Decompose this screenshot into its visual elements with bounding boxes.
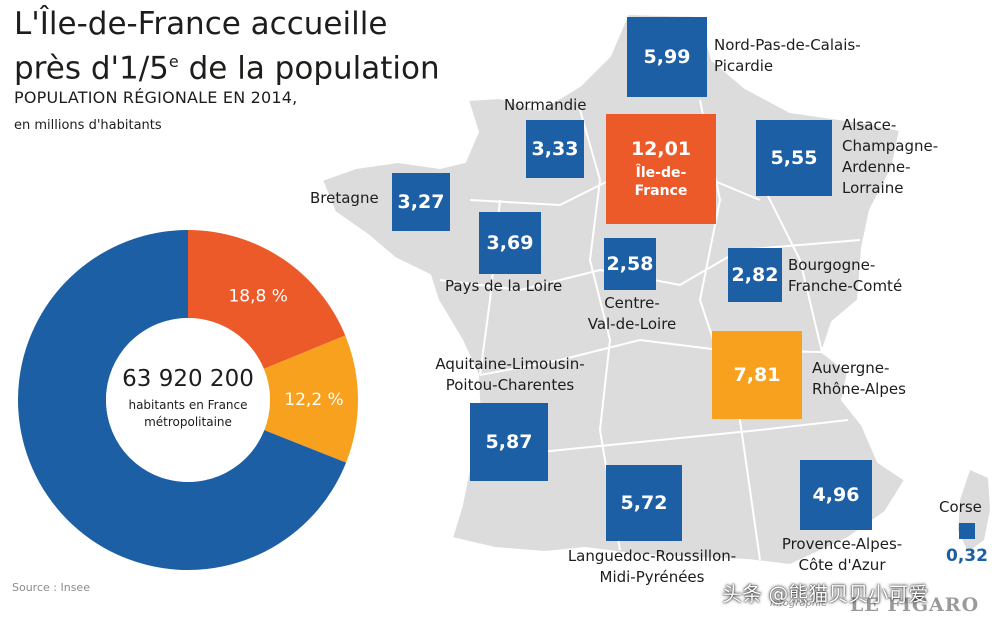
value-auvergne-rhone-alpes: 7,81 xyxy=(733,364,781,386)
square-auvergne-rhone-alpes: 7,81 xyxy=(712,331,802,419)
label-line: Auvergne- xyxy=(812,359,890,377)
name-ile-de-france-line-1: Île-de- xyxy=(635,165,687,181)
chart-unit: en millions d'habitants xyxy=(14,118,162,133)
value-bretagne: 3,27 xyxy=(397,191,445,213)
title-line-2: près d'1/5e de la population xyxy=(14,43,440,87)
donut-total-value: 63 920 200 xyxy=(122,366,254,392)
value-provence-alpes-cote-d-azur: 4,96 xyxy=(812,484,860,506)
value-corse: 0,32 xyxy=(946,546,988,566)
value-ile-de-france: 12,01 xyxy=(630,138,692,160)
donut-slices: 18,8 % 12,2 % xyxy=(17,230,358,570)
label-auvergne-rhone-alpes: Auvergne- Rhône-Alpes xyxy=(812,358,906,400)
label-line: Lorraine xyxy=(842,179,904,197)
donut-slice-label-1: 12,2 % xyxy=(284,390,343,410)
label-corse: Corse xyxy=(939,497,982,518)
value-nord-pas-de-calais-picardie: 5,99 xyxy=(643,46,691,68)
label-aquitaine-limousin-poitou-charentes: Aquitaine-Limousin- Poitou-Charentes xyxy=(428,354,592,396)
value-bourgogne-franche-comte: 2,82 xyxy=(731,264,779,286)
value-alsace-champagne-ardenne-lorraine: 5,55 xyxy=(770,147,818,169)
square-ile-de-france: 12,01 Île-de- France xyxy=(606,114,716,224)
title-superscript: e xyxy=(168,52,179,71)
square-alsace-champagne-ardenne-lorraine: 5,55 xyxy=(756,120,832,196)
name-ile-de-france-line-2: France xyxy=(634,183,688,199)
label-bourgogne-franche-comte: Bourgogne- Franche-Comté xyxy=(788,255,902,297)
label-pays-de-la-loire: Pays de la Loire xyxy=(445,276,562,297)
label-line: Rhône-Alpes xyxy=(812,380,906,398)
label-line: Centre- xyxy=(604,294,660,312)
label-bretagne: Bretagne xyxy=(310,188,379,209)
label-line: Val-de-Loire xyxy=(587,315,677,333)
label-line: Provence-Alpes- xyxy=(781,535,903,553)
square-nord-pas-de-calais-picardie: 5,99 xyxy=(627,17,707,97)
value-normandie: 3,33 xyxy=(531,138,579,160)
square-bretagne: 3,27 xyxy=(392,173,450,231)
label-line: Alsace- xyxy=(842,116,897,134)
value-languedoc-roussillon-midi-pyrenees: 5,72 xyxy=(620,492,668,514)
square-bourgogne-franche-comte: 2,82 xyxy=(728,248,782,302)
source-note: Source : Insee xyxy=(12,581,90,594)
label-line: Corse xyxy=(939,498,982,516)
label-nord-pas-de-calais-picardie: Nord-Pas-de-Calais- Picardie xyxy=(714,35,861,77)
title-line-2-end: de la population xyxy=(178,50,440,87)
label-line: Champagne- xyxy=(842,137,939,155)
square-provence-alpes-cote-d-azur: 4,96 xyxy=(800,460,872,530)
donut-slice-0 xyxy=(188,230,346,369)
title-line-2-start: près d'1/5 xyxy=(14,50,169,87)
label-alsace-champagne-ardenne-lorraine: Alsace- Champagne- Ardenne- Lorraine xyxy=(842,115,938,199)
donut-slice-1 xyxy=(263,335,358,463)
square-languedoc-roussillon-midi-pyrenees: 5,72 xyxy=(606,465,682,541)
label-line: Bourgogne- xyxy=(788,256,876,274)
label-line: Picardie xyxy=(714,57,774,75)
square-pays-de-la-loire: 3,69 xyxy=(479,212,541,274)
value-centre-val-de-loire: 2,58 xyxy=(606,253,654,275)
chart-subtitle: POPULATION RÉGIONALE EN 2014, xyxy=(14,88,298,107)
label-line: Midi-Pyrénées xyxy=(599,568,705,586)
label-normandie: Normandie xyxy=(504,95,587,116)
donut-caption-line-2: métropolitaine xyxy=(144,415,232,429)
toutiao-watermark: 头条 @熊猫贝贝小可爱 xyxy=(722,582,929,606)
value-pays-de-la-loire: 3,69 xyxy=(486,232,534,254)
label-line: Aquitaine-Limousin- xyxy=(435,355,585,373)
label-line: Côte d'Azur xyxy=(798,556,886,574)
square-corse xyxy=(959,523,975,539)
label-line: Franche-Comté xyxy=(788,277,903,295)
value-aquitaine-limousin-poitou-charentes: 5,87 xyxy=(485,431,533,453)
square-aquitaine-limousin-poitou-charentes: 5,87 xyxy=(470,403,548,481)
label-line: Languedoc-Roussillon- xyxy=(567,547,737,565)
donut-caption-line-1: habitants en France xyxy=(128,398,248,412)
donut-slice-label-0: 18,8 % xyxy=(228,286,287,306)
donut-caption: habitants en France métropolitaine xyxy=(98,397,278,431)
label-line: Nord-Pas-de-Calais- xyxy=(714,36,861,54)
label-line: Poitou-Charentes xyxy=(445,376,575,394)
infographie-credit: Infographie xyxy=(770,598,828,609)
label-line: Bretagne xyxy=(310,189,379,207)
label-line: Pays de la Loire xyxy=(445,277,563,295)
title-line-1: L'Île-de-France accueille xyxy=(14,6,388,42)
donut-hole xyxy=(106,318,270,482)
square-centre-val-de-loire: 2,58 xyxy=(604,238,656,290)
page-title: L'Île-de-France accueille près d'1/5e de… xyxy=(14,6,440,87)
label-centre-val-de-loire: Centre- Val-de-Loire xyxy=(578,293,686,335)
donut-slice-2 xyxy=(17,230,347,570)
label-line: Normandie xyxy=(504,96,587,114)
label-line: Ardenne- xyxy=(842,158,911,176)
label-provence-alpes-cote-d-azur: Provence-Alpes- Côte d'Azur xyxy=(772,534,912,576)
square-normandie: 3,33 xyxy=(526,120,584,178)
le-figaro-logo: LE FIGARO xyxy=(850,594,980,616)
label-languedoc-roussillon-midi-pyrenees: Languedoc-Roussillon- Midi-Pyrénées xyxy=(557,546,747,588)
